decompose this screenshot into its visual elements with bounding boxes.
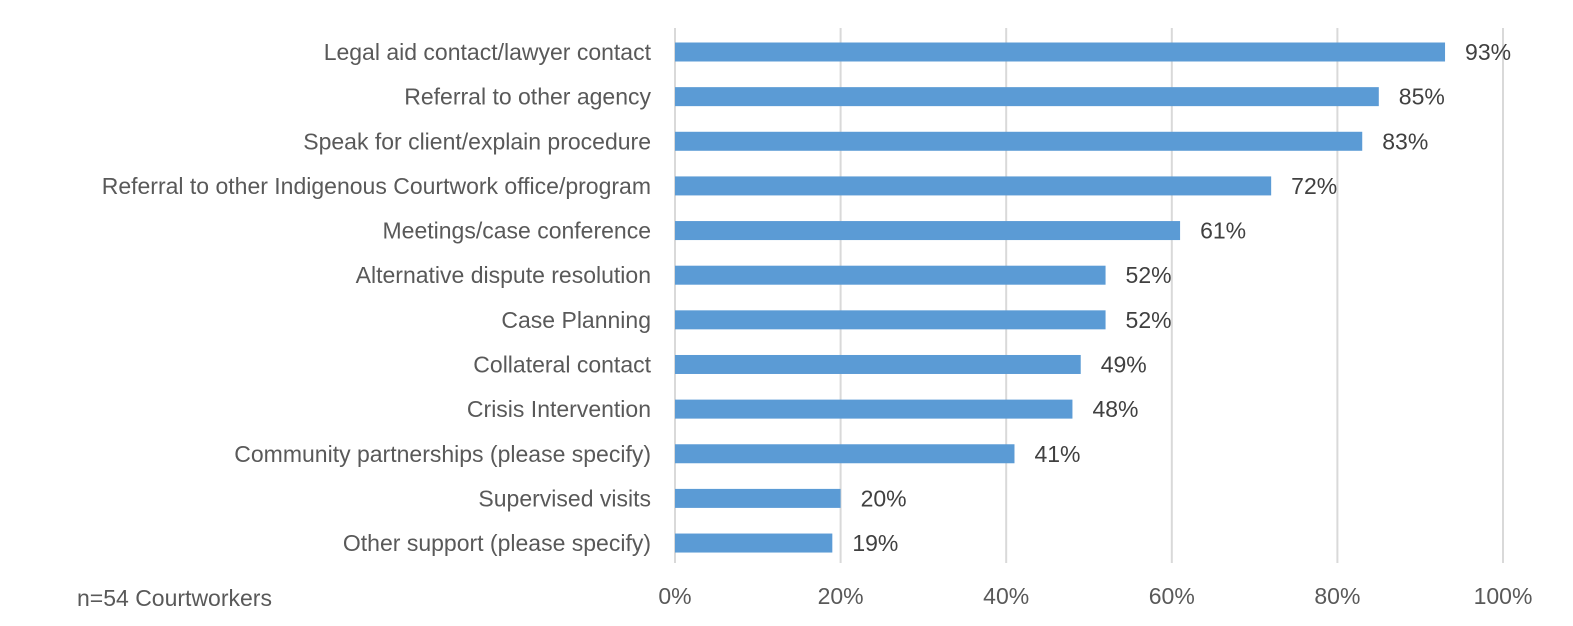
data-label: 72% bbox=[1291, 173, 1337, 199]
bar bbox=[675, 42, 1446, 62]
category-label: Speak for client/explain procedure bbox=[303, 128, 651, 154]
gridlines bbox=[674, 28, 1504, 563]
data-label: 85% bbox=[1399, 84, 1445, 110]
bar bbox=[675, 444, 1015, 464]
bar bbox=[675, 488, 841, 508]
data-label: 52% bbox=[1126, 307, 1172, 333]
data-label: 19% bbox=[852, 530, 898, 556]
bar bbox=[675, 87, 1379, 107]
category-label: Referral to other Indigenous Courtwork o… bbox=[102, 173, 651, 199]
category-label: Case Planning bbox=[501, 307, 651, 333]
category-label: Meetings/case conference bbox=[383, 218, 652, 244]
category-labels: Legal aid contact/lawyer contact Referral… bbox=[102, 39, 652, 556]
sample-size-note: n=54 Courtworkers bbox=[77, 585, 272, 611]
bar bbox=[675, 176, 1272, 196]
x-tick-label: 80% bbox=[1314, 583, 1360, 609]
bar bbox=[675, 265, 1106, 285]
category-label: Alternative dispute resolution bbox=[356, 262, 651, 288]
data-label: 41% bbox=[1034, 441, 1080, 467]
category-label: Collateral contact bbox=[473, 351, 651, 377]
data-label: 49% bbox=[1101, 351, 1147, 377]
category-label: Referral to other agency bbox=[404, 84, 651, 110]
data-label: 83% bbox=[1382, 128, 1428, 154]
x-tick-label: 20% bbox=[818, 583, 864, 609]
bar bbox=[675, 533, 833, 553]
data-label: 93% bbox=[1465, 39, 1511, 65]
bar bbox=[675, 310, 1106, 330]
category-label: Supervised visits bbox=[478, 485, 651, 511]
data-labels: 93% 85% 83% 72% 61% 52% 52% 49% 48% 41% 20% 19% bbox=[852, 39, 1511, 556]
x-tick-label: 40% bbox=[983, 583, 1029, 609]
bars bbox=[675, 42, 1446, 553]
data-label: 48% bbox=[1092, 396, 1138, 422]
x-axis-ticks: 0% 20% 40% 60% 80% 100% bbox=[658, 583, 1532, 609]
bar bbox=[675, 131, 1363, 151]
bar bbox=[675, 354, 1081, 374]
data-label: 61% bbox=[1200, 218, 1246, 244]
category-label: Crisis Intervention bbox=[467, 396, 651, 422]
x-tick-label: 100% bbox=[1474, 583, 1533, 609]
x-tick-label: 0% bbox=[658, 583, 691, 609]
bar bbox=[675, 399, 1073, 419]
category-label: Other support (please specify) bbox=[343, 530, 651, 556]
bar bbox=[675, 221, 1181, 241]
category-label: Legal aid contact/lawyer contact bbox=[324, 39, 652, 65]
data-label: 20% bbox=[861, 485, 907, 511]
data-label: 52% bbox=[1126, 262, 1172, 288]
category-label: Community partnerships (please specify) bbox=[234, 441, 651, 467]
x-tick-label: 60% bbox=[1149, 583, 1195, 609]
